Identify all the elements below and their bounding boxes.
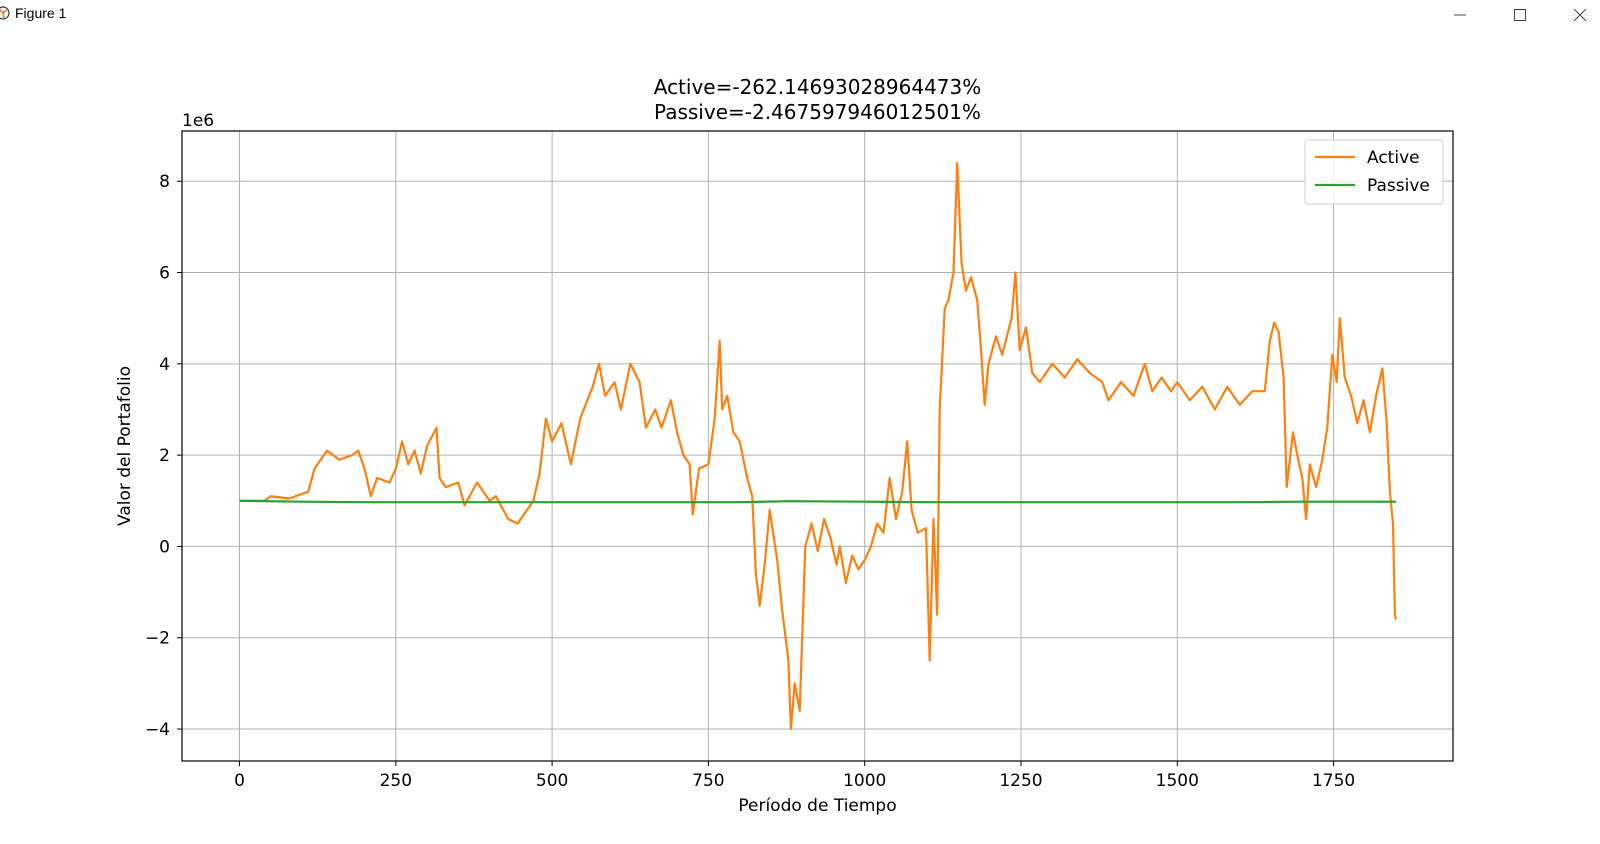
- x-tick-label: 750: [692, 771, 724, 791]
- window-titlebar: Figure 1: [0, 0, 1600, 30]
- close-button[interactable]: [1550, 0, 1600, 30]
- y-tick-label: 4: [159, 355, 170, 375]
- maximize-button[interactable]: [1490, 0, 1550, 30]
- maximize-icon: [1514, 9, 1526, 21]
- x-tick-label: 1000: [843, 771, 886, 791]
- minimize-button[interactable]: [1430, 0, 1490, 30]
- matplotlib-icon: [0, 6, 10, 20]
- y-offset-label: 1e6: [182, 111, 214, 131]
- x-axis-label: Período de Tiempo: [738, 796, 896, 816]
- x-tick-label: 1500: [1156, 771, 1199, 791]
- window-title: Figure 1: [15, 5, 67, 21]
- x-tick-label: 500: [536, 771, 568, 791]
- series-line-passive: [239, 499, 1397, 504]
- series-line-active: [239, 161, 1398, 731]
- y-tick-label: 6: [159, 264, 170, 284]
- x-tick-label: 0: [234, 771, 245, 791]
- minimize-icon: [1454, 14, 1466, 16]
- x-tick-label: 250: [380, 771, 412, 791]
- y-tick-label: −2: [145, 629, 170, 649]
- axes-frame: [181, 130, 1454, 762]
- line-chart: 0 250 500 750 1000 1250 1500 1750 −4 −2 0 2 4 6 8 1e6 Pe…: [115, 75, 1454, 816]
- x-tick-label: 1750: [1312, 771, 1355, 791]
- legend-label-active: Active: [1367, 148, 1420, 168]
- y-tick-label: 0: [159, 537, 170, 557]
- x-tick-label: 1250: [999, 771, 1042, 791]
- y-tick-label: 2: [159, 446, 170, 466]
- legend-label-passive: Passive: [1367, 176, 1430, 196]
- y-tick-label: 8: [159, 172, 170, 192]
- chart-title-line: Active=-262.14693028964473%: [654, 75, 982, 99]
- legend: Active Passive: [1304, 139, 1444, 205]
- close-icon: [1574, 9, 1586, 21]
- y-tick-label: −4: [145, 720, 170, 740]
- y-axis-label: Valor del Portafolio: [115, 366, 135, 526]
- chart-title-line: Passive=-2.467597946012501%: [654, 100, 981, 124]
